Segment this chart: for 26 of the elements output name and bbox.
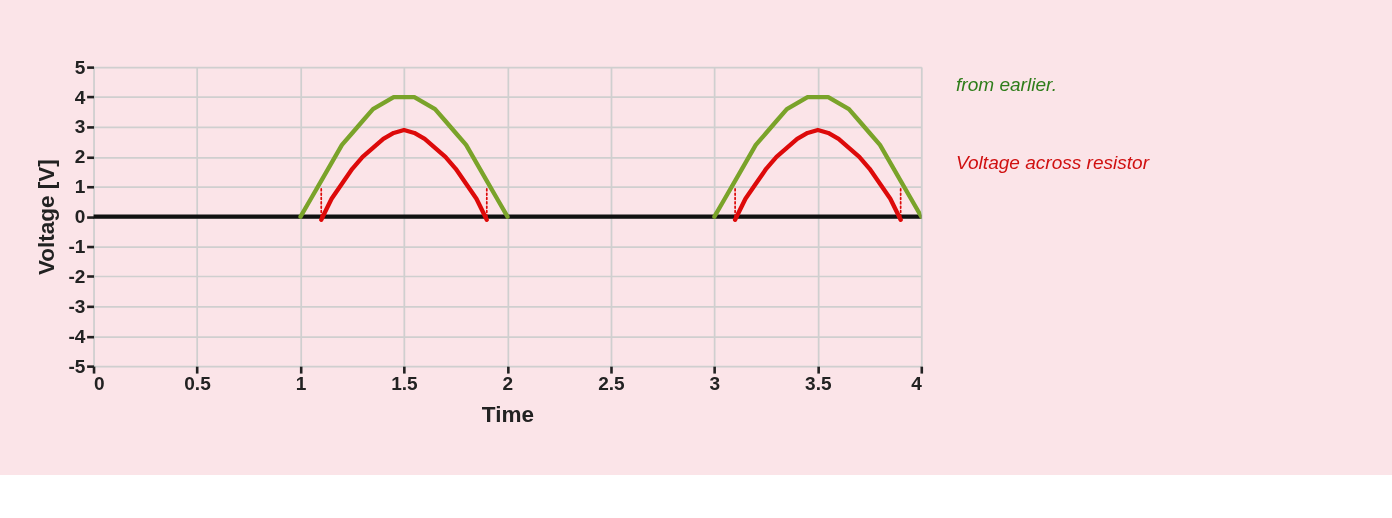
y-axis-title: Voltage [V] [33, 159, 59, 276]
y-tick-label: -3 [68, 295, 86, 317]
line-series [712, 94, 922, 219]
y-tick-label: 0 [74, 206, 86, 228]
y-tick-label: 5 [74, 56, 86, 78]
y-tick-label: -2 [68, 266, 86, 287]
x-tick-label: 4 [911, 373, 923, 395]
x-tick-label: 2 [502, 373, 514, 395]
text: Voltage across resistor [956, 151, 1150, 173]
x-tick-label: 1 [295, 373, 307, 395]
x-tick-label: 0.5 [184, 373, 212, 395]
x-tick-label: 3 [709, 373, 721, 395]
x-tick-label: 1.5 [391, 373, 419, 395]
y-tick-label: -5 [68, 355, 86, 377]
x-tick-label: 0 [94, 373, 105, 395]
y-tick-label: 2 [74, 146, 86, 168]
text: from earlier. [956, 73, 1057, 95]
x-axis-title: Time [481, 402, 534, 428]
y-tick-label: 3 [74, 116, 86, 138]
y-tick-label: -1 [68, 236, 86, 258]
y-tick-label: 4 [74, 86, 86, 108]
y-tick-label: 1 [74, 176, 86, 198]
line-series [298, 94, 510, 219]
x-tick-label: 2.5 [598, 373, 626, 395]
y-tick-label: -4 [68, 325, 86, 347]
x-tick-label: 3.5 [805, 373, 832, 395]
